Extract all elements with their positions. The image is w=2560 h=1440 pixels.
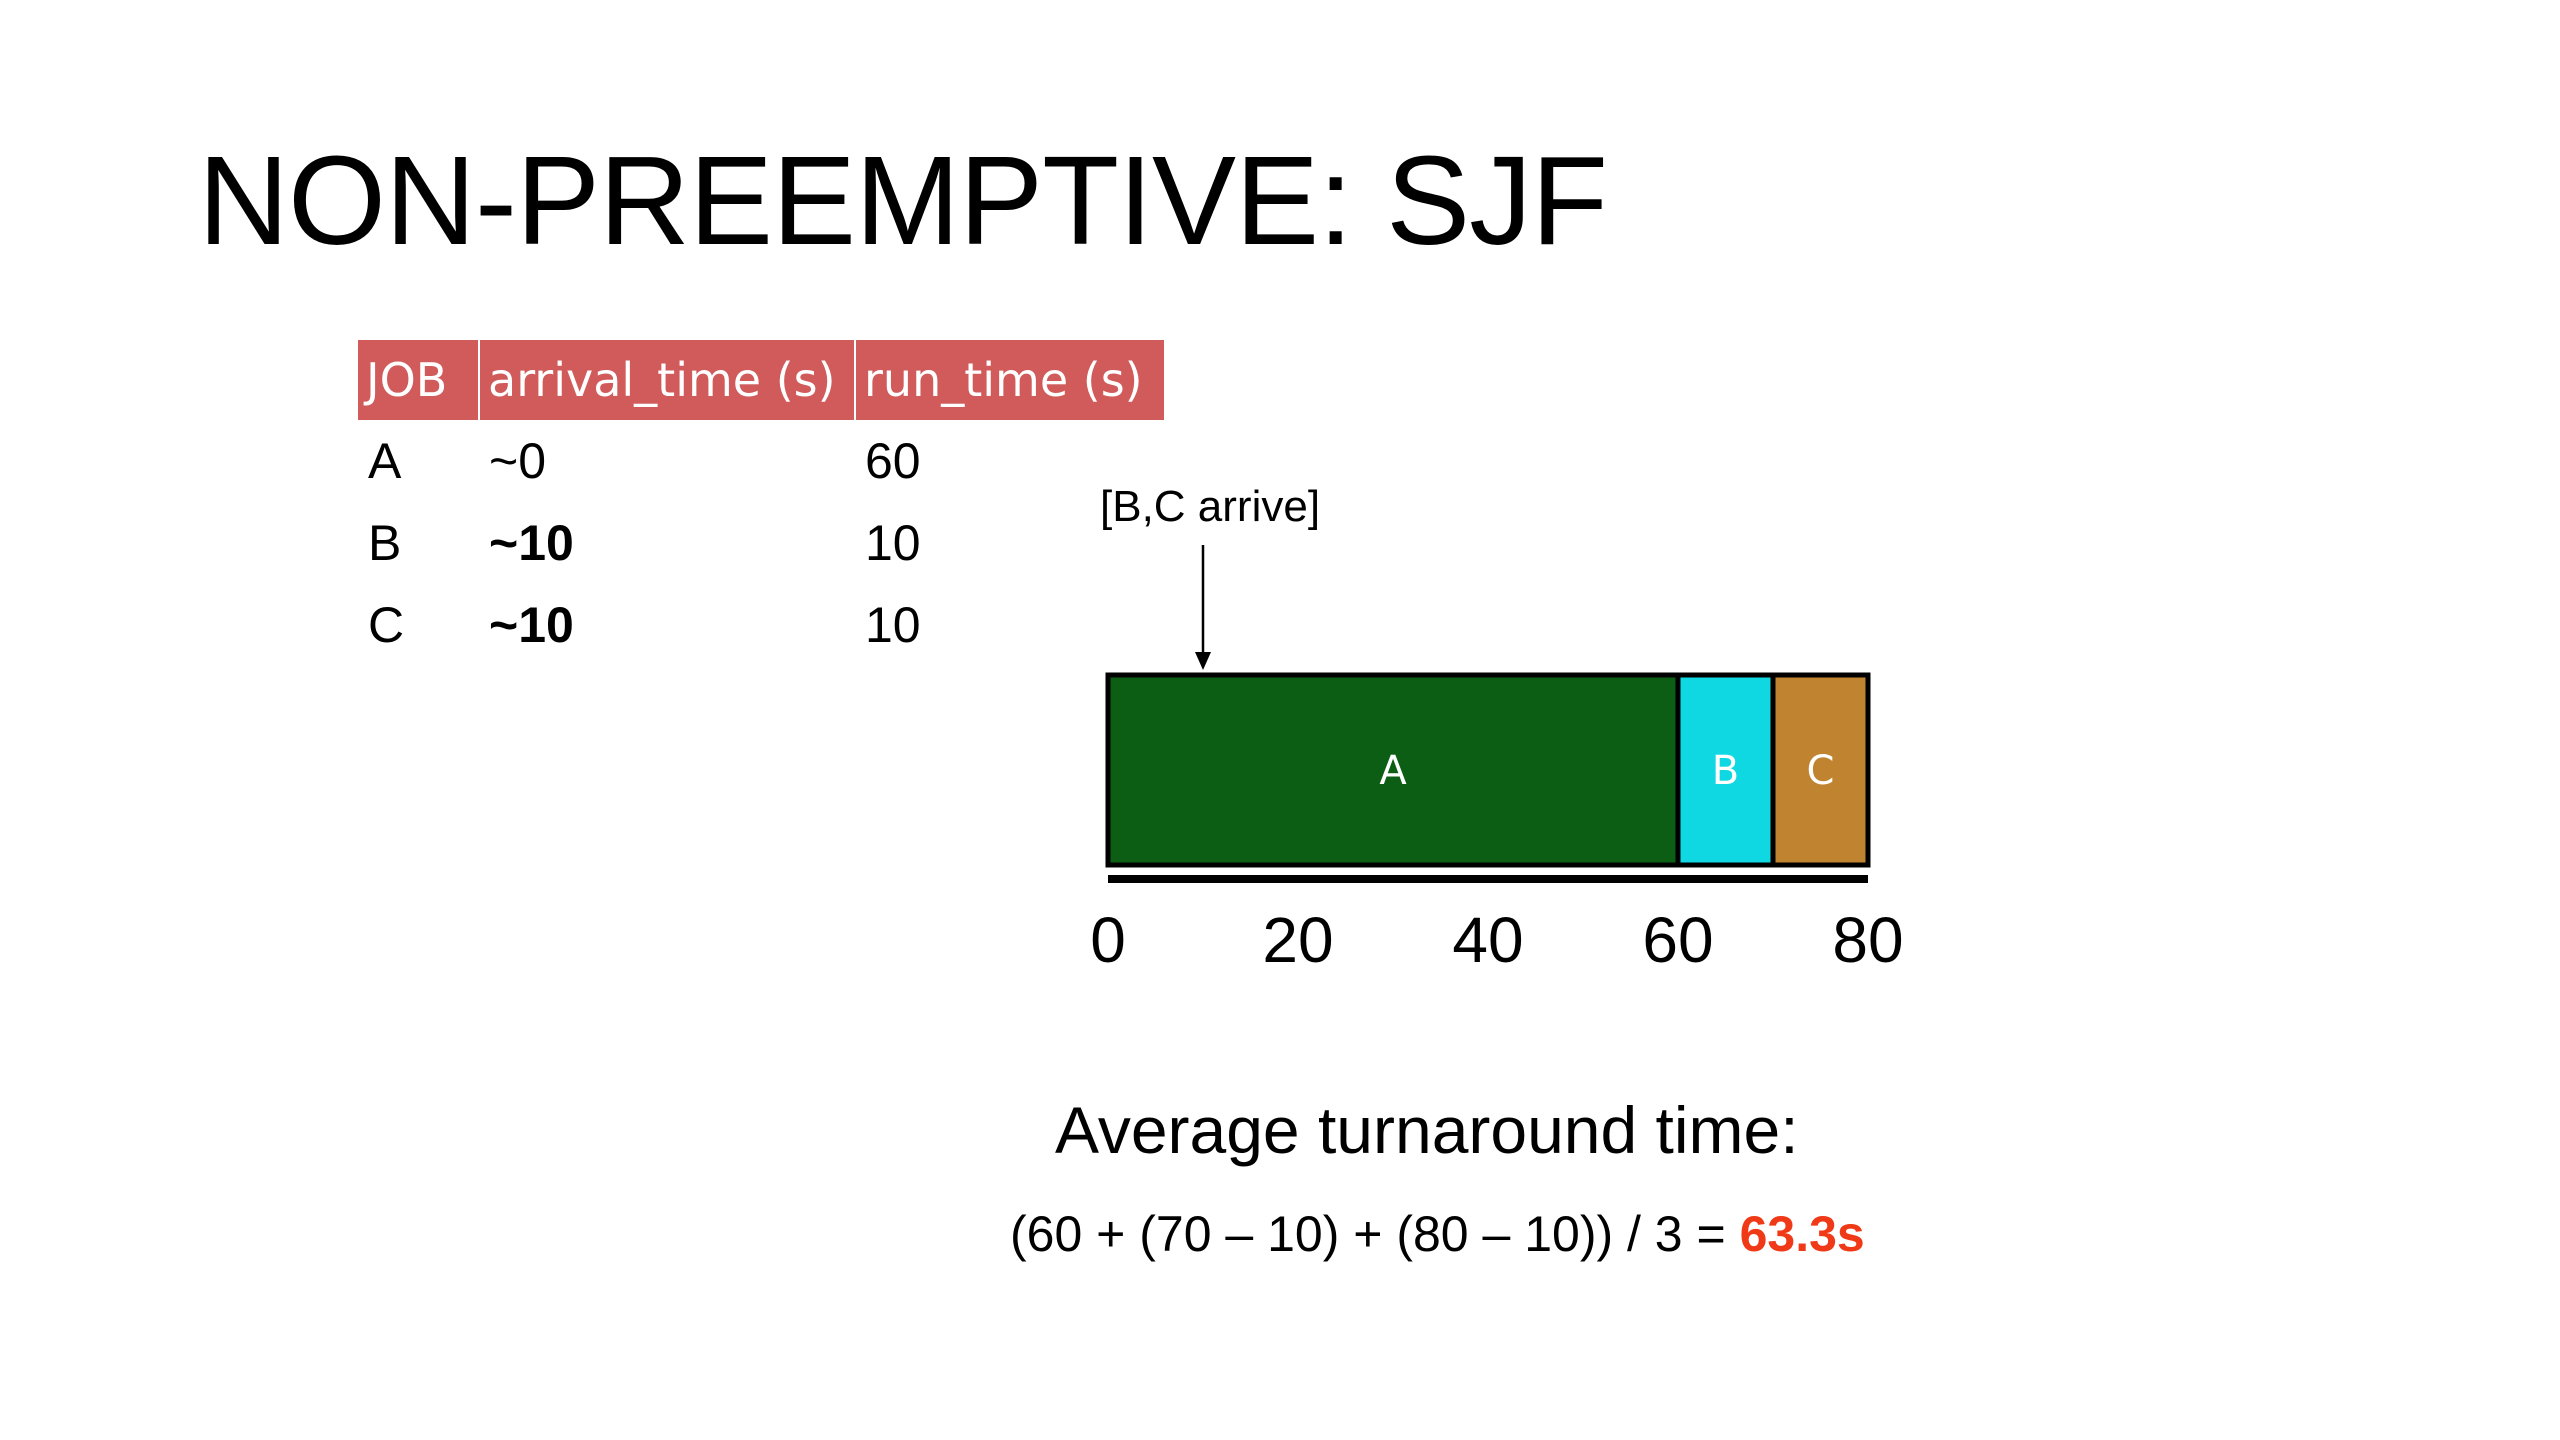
timeline-segment-a xyxy=(1105,672,1681,868)
run-cell: 10 xyxy=(865,597,921,653)
job-cell: C xyxy=(368,597,405,653)
job-table: JOB arrival_time (s) run_time (s) A ~0 6… xyxy=(358,340,1164,666)
arrival-annotation: [B,C arrive] xyxy=(1100,482,1321,531)
axis-tick-label: 0 xyxy=(1090,904,1126,976)
table-row: A ~0 60 xyxy=(358,420,1164,502)
job-cell: B xyxy=(368,515,402,571)
arrival-cell: ~0 xyxy=(489,433,547,489)
table-header-row: JOB arrival_time (s) run_time (s) xyxy=(358,340,1164,420)
formula-text: (60 + (70 – 10) + (80 – 10)) / 3 = xyxy=(1010,1206,1740,1262)
arrival-cell: ~10 xyxy=(489,597,574,653)
header-run-time: run_time (s) xyxy=(855,340,1164,420)
timeline-segment-c xyxy=(1770,672,1871,868)
header-job: JOB xyxy=(358,340,480,420)
axis-tick-label: 20 xyxy=(1262,904,1333,976)
run-cell: 10 xyxy=(865,515,921,571)
run-cell: 60 xyxy=(865,433,921,489)
formula-result: 63.3s xyxy=(1739,1206,1865,1262)
axis-tick-label: 80 xyxy=(1832,904,1903,976)
table-row: C ~10 10 xyxy=(358,584,1164,666)
axis-tick-label: 40 xyxy=(1452,904,1523,976)
slide-title: NON-PREEMPTIVE: SJF xyxy=(198,130,1608,271)
table-row: B ~10 10 xyxy=(358,502,1164,584)
turnaround-formula: (60 + (70 – 10) + (80 – 10)) / 3 = 63.3s xyxy=(1010,1205,1865,1263)
segment-label: C xyxy=(1807,748,1835,794)
axis-tick-label: 60 xyxy=(1642,904,1713,976)
average-turnaround-heading: Average turnaround time: xyxy=(1055,1093,1799,1167)
segment-label: A xyxy=(1379,748,1407,794)
timeline-segment-b xyxy=(1675,672,1776,868)
header-arrival-time: arrival_time (s) xyxy=(479,340,856,420)
arrow-head-icon xyxy=(1195,652,1211,670)
arrival-cell: ~10 xyxy=(489,515,574,571)
segment-label: B xyxy=(1712,748,1739,794)
job-cell: A xyxy=(368,433,402,489)
